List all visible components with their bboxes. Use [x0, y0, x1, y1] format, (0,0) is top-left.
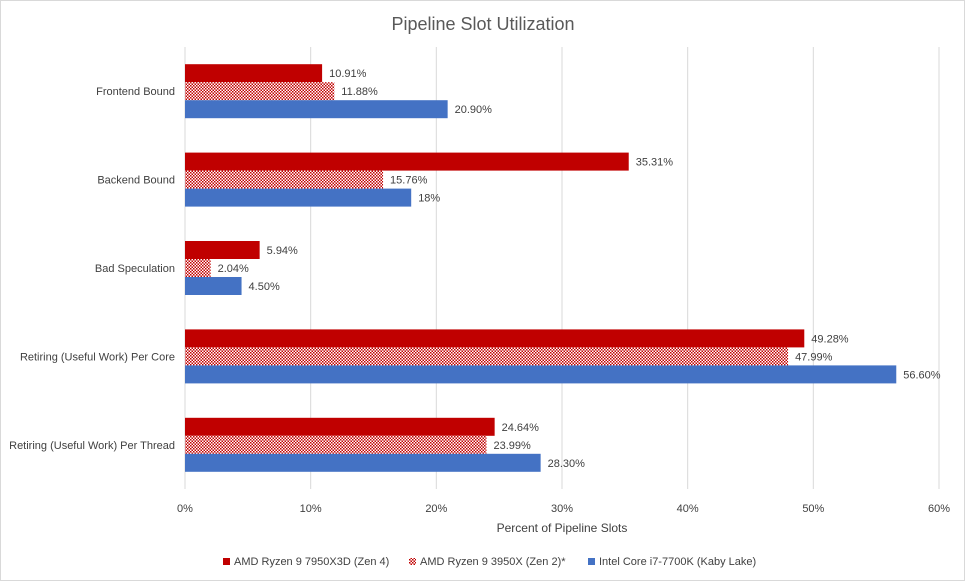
legend: AMD Ryzen 9 7950X3D (Zen 4) AMD Ryzen 9 3…: [223, 556, 756, 568]
x-tick-label: 30%: [551, 503, 573, 515]
data-label: 49.28%: [811, 333, 849, 345]
data-label: 35.31%: [636, 157, 674, 169]
legend-swatch: [223, 558, 230, 565]
bar: [185, 347, 789, 366]
bar: [185, 82, 335, 101]
data-label: 15.76%: [390, 175, 428, 187]
category-labels: Frontend Bound Backend Bound Bad Speculati…: [9, 86, 175, 452]
bar: [185, 152, 629, 171]
legend-label: AMD Ryzen 9 3950X (Zen 2)*: [420, 556, 566, 568]
data-label: 24.64%: [502, 422, 540, 434]
bar: [185, 241, 260, 259]
legend-label: AMD Ryzen 9 7950X3D (Zen 4): [234, 556, 389, 568]
x-tick-label: 10%: [300, 503, 322, 515]
data-label: 10.91%: [329, 68, 367, 80]
bar: [185, 435, 487, 454]
category-label: Retiring (Useful Work) Per Thread: [9, 440, 175, 452]
x-axis-title: Percent of Pipeline Slots: [497, 521, 628, 535]
data-label: 18%: [418, 193, 440, 205]
legend-swatch: [409, 558, 416, 565]
data-label: 47.99%: [795, 351, 833, 363]
legend-swatch: [588, 558, 595, 565]
x-tick-label: 60%: [928, 503, 950, 515]
category-label: Backend Bound: [97, 175, 175, 187]
category-label: Bad Speculation: [95, 263, 175, 275]
data-label: 5.94%: [267, 245, 298, 257]
data-label: 11.88%: [341, 86, 378, 98]
x-axis-ticks: 0% 10% 20% 30% 40% 50% 60%: [177, 503, 950, 515]
bars: [185, 64, 897, 472]
legend-label: Intel Core i7-7700K (Kaby Lake): [599, 556, 756, 568]
bar: [185, 64, 323, 83]
data-label: 4.50%: [249, 281, 280, 293]
gridlines: [184, 47, 940, 489]
data-label: 23.99%: [493, 440, 531, 452]
data-label: 20.90%: [455, 104, 493, 116]
bar: [185, 100, 448, 119]
data-label: 2.04%: [218, 263, 249, 275]
category-label: Retiring (Useful Work) Per Core: [20, 351, 175, 363]
data-label: 56.60%: [903, 369, 941, 381]
bar: [185, 365, 897, 384]
bar: [185, 188, 412, 207]
bar: [185, 170, 384, 189]
bar: [185, 417, 495, 436]
data-labels: 10.91% 11.88% 20.90% 35.31% 15.76% 18% 5.94% 2.…: [218, 68, 941, 470]
chart-title: Pipeline Slot Utilization: [391, 14, 574, 34]
x-tick-label: 0%: [177, 503, 193, 515]
bar: [185, 329, 805, 348]
bar: [185, 259, 211, 277]
bar: [185, 453, 541, 472]
x-tick-label: 50%: [802, 503, 824, 515]
bar: [185, 277, 242, 295]
x-tick-label: 20%: [425, 503, 447, 515]
data-label: 28.30%: [548, 458, 586, 470]
category-label: Frontend Bound: [96, 86, 175, 98]
x-tick-label: 40%: [677, 503, 699, 515]
